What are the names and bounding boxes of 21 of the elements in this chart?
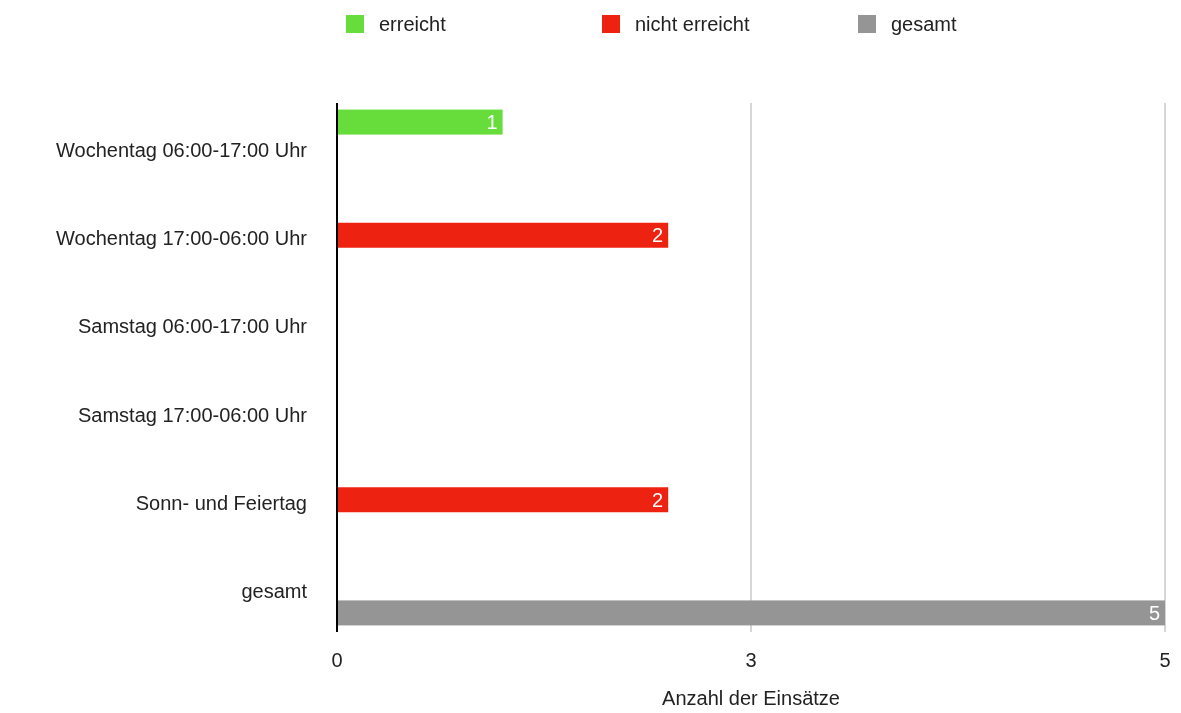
y-tick-label: Samstag 17:00-06:00 Uhr [77, 403, 308, 426]
bar [337, 487, 669, 513]
x-tick-label: 3 [745, 649, 757, 671]
data-label: 2 [652, 224, 664, 247]
y-tick-label: gesamt [241, 579, 308, 602]
data-label: 1 [486, 111, 498, 134]
legend-label: gesamt [891, 13, 958, 35]
y-tick-label: Wochentag 06:00-17:00 Uhr [56, 139, 308, 162]
bar [337, 600, 1165, 626]
x-tick-label: 5 [1159, 649, 1171, 671]
data-label: 2 [652, 488, 664, 511]
y-tick-label: Sonn- und Feiertag [135, 491, 307, 514]
y-tick-label: Wochentag 17:00-06:00 Uhr [56, 227, 308, 250]
legend-label: nicht erreicht [635, 13, 750, 35]
bar [337, 109, 503, 135]
y-tick-label: Samstag 06:00-17:00 Uhr [77, 315, 308, 338]
data-label: 5 [1148, 601, 1160, 624]
bar [337, 222, 669, 248]
legend-label: erreicht [379, 13, 447, 35]
x-tick-label: 0 [331, 649, 343, 671]
x-axis-title: Anzahl der Einsätze [662, 687, 840, 709]
